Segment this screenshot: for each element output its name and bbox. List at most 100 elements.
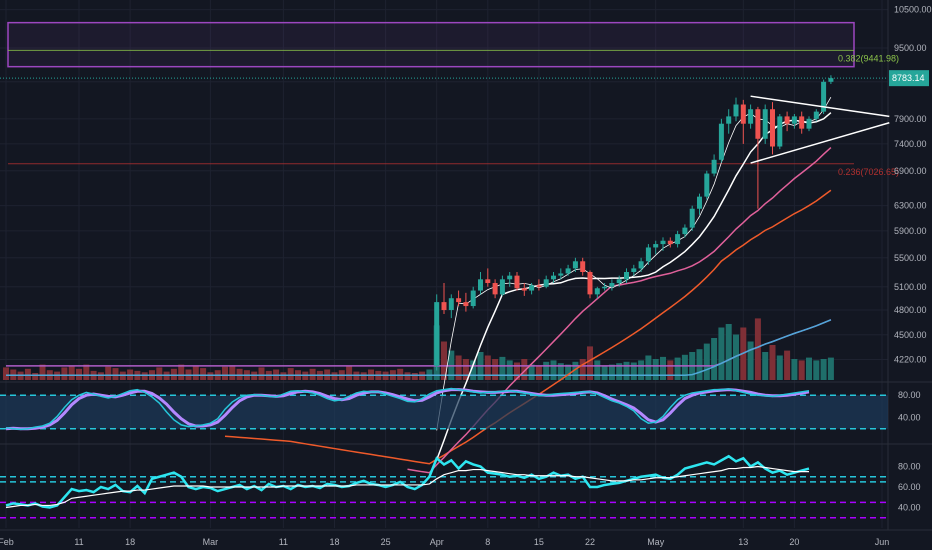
volume-bar xyxy=(236,368,243,380)
volume-bar xyxy=(733,334,739,380)
candle-body xyxy=(543,279,549,287)
time-tick-label: 13 xyxy=(738,537,748,547)
current-price-tag xyxy=(889,70,929,87)
volume-bar xyxy=(776,355,783,380)
volume-bar xyxy=(616,363,623,380)
price-tick-label: 6300.00 xyxy=(894,201,927,211)
volume-bar xyxy=(820,359,827,380)
candle-body xyxy=(784,116,790,124)
rsi-pane xyxy=(0,454,888,519)
candle-body xyxy=(828,78,834,82)
volume-bar xyxy=(192,366,199,380)
volume-bar xyxy=(754,318,761,380)
candle-body xyxy=(536,285,542,287)
volume-bar xyxy=(97,372,104,380)
volume-bar xyxy=(411,373,418,380)
candle-body xyxy=(755,109,761,139)
volume-bar xyxy=(762,352,769,380)
candle-body xyxy=(558,273,564,276)
candle-body xyxy=(470,290,476,307)
time-tick-label: Apr xyxy=(430,537,444,547)
volume-bar xyxy=(309,368,316,380)
stoch-k-line xyxy=(5,387,810,431)
volume-bar xyxy=(601,366,608,380)
rsi-signal-line xyxy=(5,465,809,509)
candle-body xyxy=(813,111,819,119)
volume-bar xyxy=(32,373,39,380)
time-tick-label: 20 xyxy=(789,537,799,547)
volume-bar xyxy=(594,360,601,380)
candle-body xyxy=(514,275,520,289)
candle-body xyxy=(594,288,600,295)
candle-body xyxy=(645,247,651,262)
triangle-lower-line xyxy=(750,122,890,164)
candle-body xyxy=(456,298,462,303)
candle-body xyxy=(602,286,608,289)
rsi-tick-label: 80.00 xyxy=(898,462,921,472)
volume-bar xyxy=(441,341,447,380)
rsi-tick-label: 40.00 xyxy=(898,503,921,513)
candle-body xyxy=(740,104,746,124)
candle-body xyxy=(733,104,739,117)
volume-bar xyxy=(397,368,404,380)
volume-bar xyxy=(470,360,477,380)
volume-bar xyxy=(696,349,703,380)
candle-body xyxy=(631,268,637,273)
time-axis[interactable]: Feb 11 18 Mar 11 18 25 Apr 8 15 22 May 13 20 Jun xyxy=(0,537,889,547)
time-tick-label: 15 xyxy=(534,537,544,547)
candle-body xyxy=(675,234,681,245)
volume-bar xyxy=(543,361,550,380)
price-tick-label: 10500.00 xyxy=(894,5,932,15)
candle-body xyxy=(777,116,783,147)
fib-zone xyxy=(7,21,855,68)
volume-bar xyxy=(207,372,214,380)
volume-bar xyxy=(141,372,148,380)
volume-bar xyxy=(280,372,287,380)
volume-bar xyxy=(652,359,659,380)
price-tick-label: 7400.00 xyxy=(894,139,927,149)
fibonacci-levels: 0.382(9441.98) 0.236(7026.65) xyxy=(0,21,899,177)
candle-body xyxy=(565,268,571,274)
candle-body xyxy=(492,283,498,295)
triangle-upper-line xyxy=(750,95,890,118)
time-tick-label: Mar xyxy=(203,537,219,547)
candle-body xyxy=(572,261,578,269)
volume-bar xyxy=(827,357,834,380)
price-tick-label: 5500.00 xyxy=(894,253,927,263)
volume-bar xyxy=(660,356,666,380)
volume-bar xyxy=(404,372,411,380)
candle-body xyxy=(653,244,659,248)
volume-bar xyxy=(229,365,236,380)
volume-bar xyxy=(506,360,513,380)
price-tick-label: 9500.00 xyxy=(894,43,927,53)
volume-bar xyxy=(156,367,163,380)
candle-body xyxy=(499,279,505,295)
volume-bar xyxy=(725,324,732,380)
volume-bar xyxy=(608,364,615,380)
volume-bar xyxy=(557,363,564,380)
volume-bar xyxy=(76,368,82,380)
volume-bar xyxy=(806,357,812,380)
time-tick-label: 25 xyxy=(381,537,391,547)
time-tick-label: Feb xyxy=(0,537,14,547)
candle-body xyxy=(762,109,768,139)
volume-bar xyxy=(681,354,688,380)
candle-body xyxy=(704,173,710,197)
volume-bar xyxy=(535,366,542,380)
volume-bar xyxy=(718,327,725,380)
volume-bar xyxy=(638,360,645,380)
rsi-tick-label: 60.00 xyxy=(898,482,921,492)
candle-body xyxy=(726,116,732,124)
volume-bar xyxy=(587,346,593,380)
volume-bar xyxy=(112,368,119,380)
volume-bar xyxy=(703,343,710,380)
candle-body xyxy=(434,302,440,366)
triangle-pattern xyxy=(750,95,890,164)
candle-body xyxy=(682,227,688,235)
volume-bar xyxy=(528,364,535,380)
stochastic-pane xyxy=(0,387,888,431)
time-tick-label: Jun xyxy=(875,537,890,547)
price-axis[interactable]: 10500.009500.008700.007900.007400.006900… xyxy=(889,5,932,513)
time-tick-label: 22 xyxy=(585,537,595,547)
